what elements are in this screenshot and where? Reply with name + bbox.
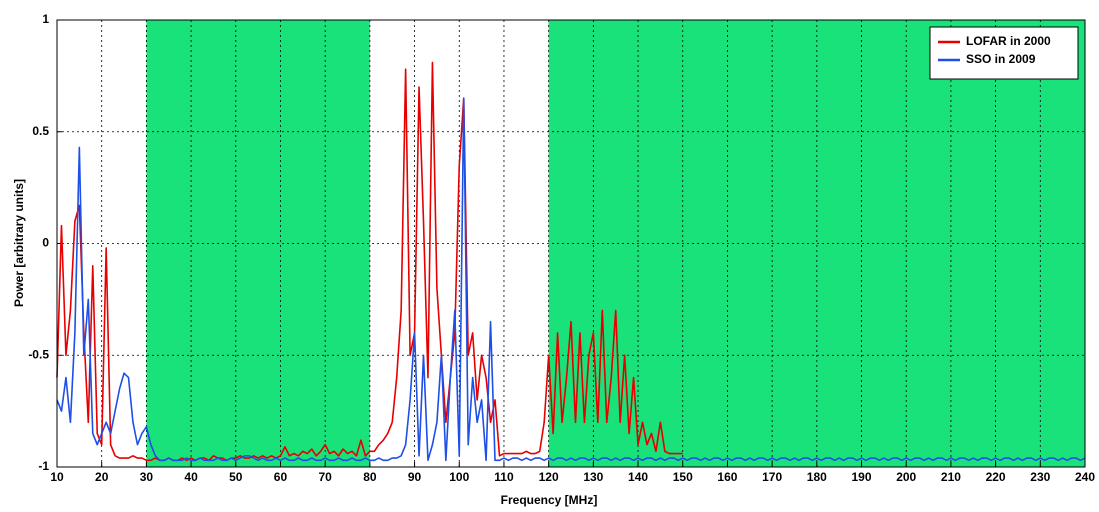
x-tick-label: 140 [628,470,648,484]
x-tick-label: 170 [762,470,782,484]
x-tick-label: 40 [184,470,198,484]
legend-label: LOFAR in 2000 [966,34,1051,48]
y-tick-label: 0.5 [32,124,49,138]
x-tick-label: 240 [1075,470,1095,484]
x-tick-label: 190 [852,470,872,484]
x-tick-label: 30 [140,470,154,484]
x-tick-label: 230 [1030,470,1050,484]
legend-label: SSO in 2009 [966,52,1036,66]
plot-border [56,19,1086,468]
x-tick-label: 120 [539,470,559,484]
x-tick-label: 10 [50,470,64,484]
x-tick-label: 210 [941,470,961,484]
y-axis-label: Power [arbitrary units] [12,179,26,307]
x-tick-label: 220 [986,470,1006,484]
x-tick-label: 130 [583,470,603,484]
x-tick-label: 90 [408,470,422,484]
x-axis-label: Frequency [MHz] [501,493,598,507]
x-tick-label: 150 [673,470,693,484]
x-tick-label: 50 [229,470,243,484]
y-tick-label: 1 [42,12,49,26]
y-tick-label: -0.5 [28,347,49,361]
x-tick-label: 100 [449,470,469,484]
x-tick-label: 160 [717,470,737,484]
x-tick-label: 80 [363,470,377,484]
y-tick-label: -1 [38,459,49,473]
x-tick-label: 110 [494,470,514,484]
x-tick-label: 180 [807,470,827,484]
series-line [56,97,1086,462]
x-tick-label: 20 [95,470,109,484]
shaded-region [548,20,1085,467]
x-tick-label: 70 [318,470,332,484]
x-tick-label: 60 [274,470,288,484]
x-tick-label: 200 [896,470,916,484]
y-tick-label: 0 [42,236,49,250]
legend-box [929,26,1079,80]
